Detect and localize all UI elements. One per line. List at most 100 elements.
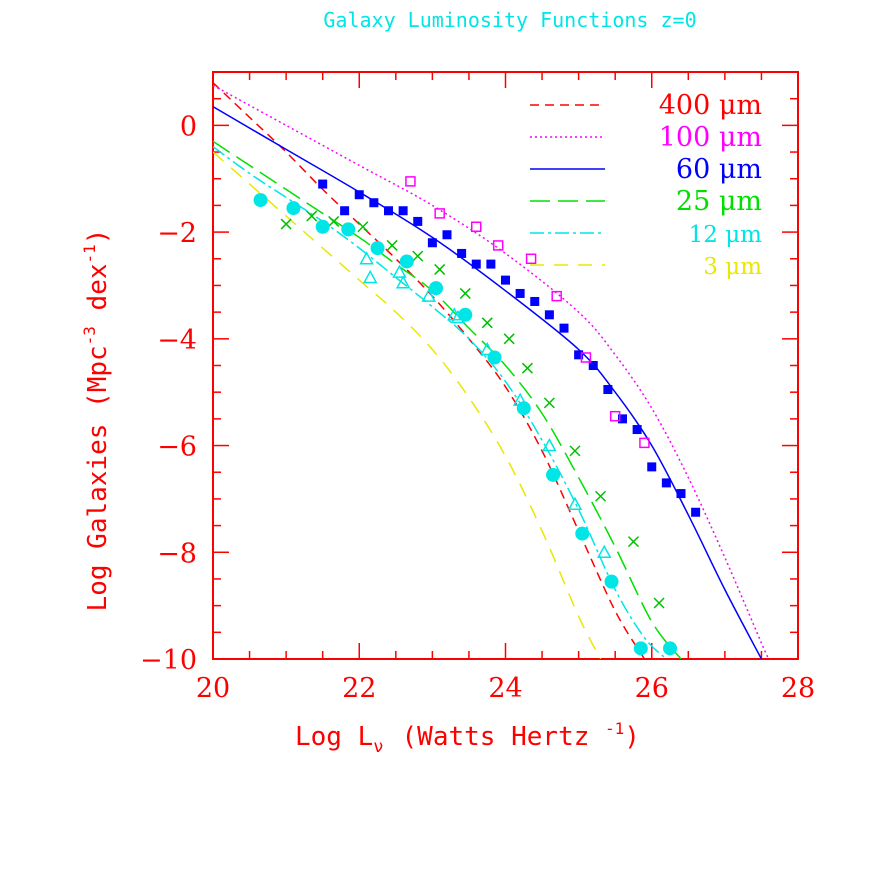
data-point-filled-square — [340, 206, 350, 216]
legend-label-4: 12 μm — [689, 222, 763, 248]
data-point-cross — [412, 250, 424, 262]
data-point-filled-square — [442, 230, 452, 240]
x-tick-label: 26 — [635, 673, 669, 704]
data-point-filled-circle — [663, 641, 678, 656]
data-point-open-triangle — [362, 269, 378, 284]
data-point-open-square — [609, 410, 621, 422]
data-point-cross — [280, 218, 292, 230]
y-tick-label: −8 — [157, 538, 197, 569]
x-tick-label: 20 — [196, 673, 230, 704]
data-point-open-square — [405, 176, 416, 187]
data-point-cross — [627, 536, 639, 548]
data-point-filled-square — [413, 216, 423, 226]
data-point-filled-circle — [604, 574, 619, 589]
legend-label-2: 60 μm — [676, 154, 762, 185]
data-point-filled-square — [318, 179, 328, 189]
data-point-filled-circle — [253, 193, 268, 208]
data-point-filled-square — [559, 323, 569, 333]
data-point-filled-square — [661, 478, 671, 488]
data-point-filled-circle — [399, 254, 414, 269]
data-point-cross — [653, 597, 665, 609]
data-point-open-triangle — [542, 437, 557, 452]
data-point-filled-square — [544, 310, 554, 320]
data-point-open-triangle — [447, 307, 462, 321]
data-point-filled-circle — [575, 526, 590, 541]
data-point-filled-square — [354, 190, 364, 200]
data-point-filled-circle — [458, 307, 473, 322]
legend-label-1: 100 μm — [659, 122, 762, 153]
data-point-open-square — [639, 437, 650, 449]
data-point-filled-square — [398, 206, 408, 216]
x-tick-label: 28 — [781, 673, 815, 704]
data-point-open-triangle — [479, 341, 495, 356]
data-point-filled-square — [515, 288, 525, 298]
data-point-cross — [543, 397, 555, 409]
data-point-cross — [328, 215, 340, 227]
data-point-open-triangle — [359, 251, 374, 265]
data-point-cross — [481, 317, 493, 329]
data-point-filled-circle — [341, 222, 356, 237]
data-point-cross — [595, 490, 607, 502]
data-point-open-square — [492, 240, 504, 251]
series-line-2 — [213, 106, 763, 659]
data-point-cross — [459, 287, 471, 299]
data-point-cross — [306, 210, 318, 222]
series-line-4 — [213, 146, 667, 659]
data-point-filled-square — [618, 414, 627, 424]
data-point-open-triangle — [596, 544, 612, 559]
data-point-filled-circle — [315, 219, 330, 234]
data-point-filled-square — [588, 361, 598, 370]
data-point-open-square — [471, 221, 482, 233]
data-point-filled-square — [530, 296, 540, 306]
data-point-open-square — [434, 208, 445, 219]
data-point-filled-square — [691, 507, 701, 517]
data-point-filled-circle — [516, 401, 531, 416]
data-point-filled-square — [427, 238, 437, 248]
data-point-filled-square — [501, 275, 510, 285]
series-line-1 — [213, 84, 770, 659]
data-point-open-square — [551, 290, 562, 302]
data-point-open-square — [580, 352, 592, 363]
data-point-open-triangle — [567, 496, 583, 510]
data-point-open-triangle — [395, 275, 411, 289]
data-point-filled-circle — [546, 467, 561, 482]
x-tick-label: 24 — [488, 673, 522, 704]
series-line-5 — [213, 151, 602, 659]
data-point-cross — [357, 221, 369, 233]
data-point-cross — [434, 263, 446, 275]
legend-label-0: 400 μm — [659, 90, 762, 121]
y-tick-label: −2 — [157, 218, 197, 249]
data-point-filled-square — [471, 259, 481, 269]
data-point-cross — [521, 362, 533, 374]
y-tick-label: −6 — [157, 432, 197, 463]
data-point-filled-circle — [633, 641, 648, 656]
data-point-filled-square — [632, 425, 642, 435]
data-point-filled-square — [486, 259, 496, 269]
data-point-open-square — [525, 253, 537, 265]
legend-label-3: 25 μm — [676, 186, 762, 217]
data-point-cross — [569, 445, 581, 457]
data-point-filled-circle — [429, 281, 444, 296]
data-point-filled-circle — [370, 241, 385, 256]
data-point-filled-square — [369, 198, 379, 208]
data-point-filled-square — [603, 385, 613, 395]
data-point-filled-square — [574, 350, 584, 360]
data-point-filled-square — [384, 206, 393, 216]
legend-label-5: 3 μm — [703, 254, 762, 280]
data-point-open-triangle — [421, 288, 436, 302]
x-tick-label: 22 — [342, 673, 376, 704]
data-point-open-triangle — [392, 264, 407, 278]
data-points — [253, 176, 701, 656]
y-axis-label: Log Galaxies (Mpc-3 dex-1) — [80, 229, 113, 612]
data-point-filled-circle — [286, 201, 301, 216]
data-point-cross — [503, 333, 515, 345]
data-point-filled-square — [647, 462, 657, 472]
data-point-filled-circle — [487, 350, 502, 365]
axes: 20 22 24 26 28 0 −2 −4 −6 −8 −10 — [140, 71, 815, 704]
data-point-filled-square — [457, 248, 467, 258]
y-tick-label: −4 — [157, 325, 197, 356]
data-point-filled-square — [676, 489, 686, 499]
x-axis-label: Log Lν (Watts Hertz -1) — [295, 719, 640, 757]
